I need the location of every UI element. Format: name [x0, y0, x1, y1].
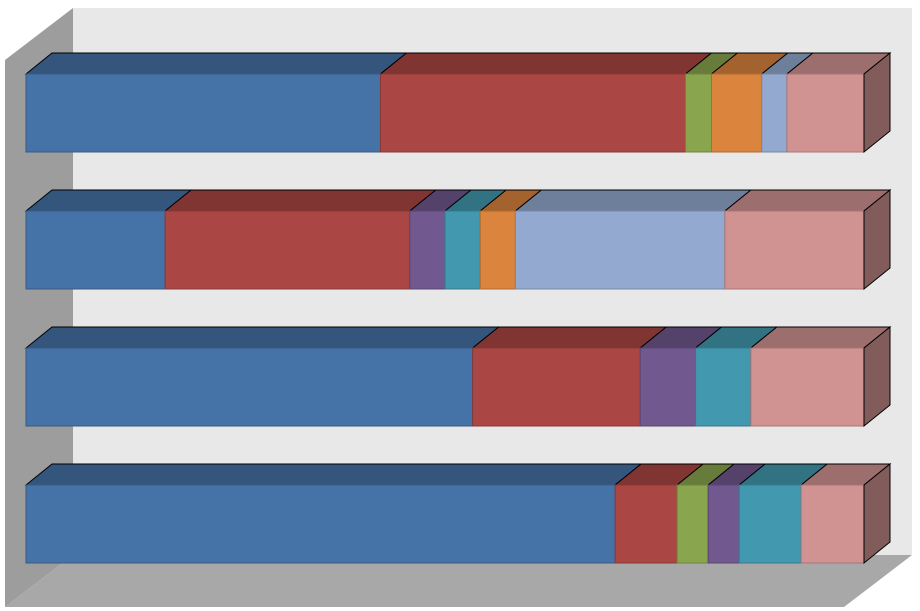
bar-row-3 — [24, 325, 892, 428]
bar-segment-3-8 — [750, 347, 865, 427]
bar-segment-2-2 — [164, 210, 411, 290]
bar-segment-top-2-7 — [513, 189, 753, 212]
bar-segment-2-4 — [409, 210, 446, 290]
bar-end-side-1 — [863, 51, 891, 154]
bar-segment-top-4-1 — [24, 463, 643, 486]
bar-segment-1-1 — [25, 73, 381, 153]
chart-side-wall — [5, 8, 73, 607]
bar-row-2 — [24, 188, 892, 291]
bar-segment-top-3-2 — [471, 326, 668, 349]
bar-row-4 — [24, 462, 892, 565]
bar-segment-4-5 — [738, 484, 802, 564]
bars-group — [24, 51, 892, 565]
bar-segment-1-6 — [710, 73, 763, 153]
bar-segment-4-2 — [614, 484, 678, 564]
bar-segment-1-7 — [761, 73, 788, 153]
bar-end-side-4 — [863, 462, 891, 565]
bar-segment-3-1 — [25, 347, 474, 427]
bar-segment-2-8 — [724, 210, 865, 290]
bar-segment-3-5 — [695, 347, 752, 427]
bar-segment-4-1 — [25, 484, 616, 564]
bar-end-side-3 — [863, 325, 891, 428]
bar-segment-top-1-1 — [24, 52, 408, 75]
bar-segment-4-4 — [707, 484, 740, 564]
bar-segment-2-5 — [444, 210, 481, 290]
bar-segment-4-8 — [800, 484, 865, 564]
bar-segment-3-4 — [639, 347, 697, 427]
bar-segment-2-1 — [25, 210, 166, 290]
bar-segment-top-2-2 — [163, 189, 438, 212]
bar-end-side-2 — [863, 188, 891, 291]
bar-segment-2-6 — [479, 210, 516, 290]
bar-segment-1-3 — [685, 73, 712, 153]
bar-row-1 — [24, 51, 892, 154]
bar-segment-2-7 — [514, 210, 726, 290]
bar-segment-3-2 — [472, 347, 641, 427]
bar-segment-top-2-1 — [24, 189, 193, 212]
chart-floor — [5, 555, 912, 607]
bar-segment-top-1-2 — [379, 52, 713, 75]
bar-segment-top-2-8 — [723, 189, 892, 212]
bar-segment-top-3-1 — [24, 326, 501, 349]
bar-segment-4-3 — [676, 484, 709, 564]
bar-segment-1-2 — [379, 73, 687, 153]
bar-segment-1-8 — [786, 73, 865, 153]
